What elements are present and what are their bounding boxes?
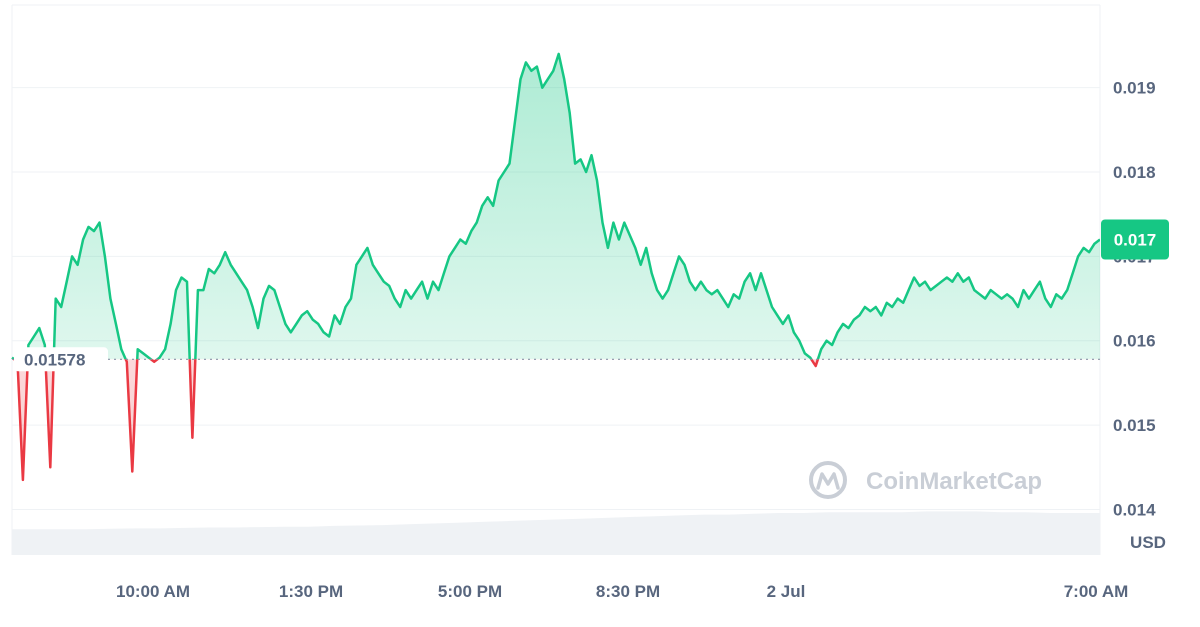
y-tick-label: 0.018 (1113, 163, 1156, 182)
y-tick-label: 0.019 (1113, 79, 1156, 98)
current-price-badge-bg (1101, 219, 1169, 260)
price-line-down (12, 359, 820, 482)
volume-area-path (12, 511, 1100, 555)
y-tick-label: 0.016 (1113, 332, 1156, 351)
x-tick-label: 7:00 AM (1064, 582, 1129, 601)
y-axis: 0.014 0.015 0.016 0.017 0.018 0.019 (1113, 79, 1156, 520)
currency-label: USD (1130, 533, 1166, 552)
current-price-label: 0.017 (1114, 231, 1157, 250)
price-area (11, 52, 1100, 482)
x-tick-label: 2 Jul (767, 582, 806, 601)
reference-label: 0.01578 (24, 350, 85, 369)
y-tick-label: 0.015 (1113, 416, 1156, 435)
x-tick-label: 10:00 AM (116, 582, 190, 601)
x-tick-label: 8:30 PM (596, 582, 660, 601)
area-fill-up (12, 53, 1100, 360)
y-tick-label: 0.014 (1113, 500, 1156, 519)
x-tick-label: 1:30 PM (279, 582, 343, 601)
coinmarketcap-logo-icon (809, 461, 847, 499)
price-line-up (11, 52, 1100, 360)
watermark-text: CoinMarketCap (866, 468, 1042, 495)
watermark: CoinMarketCap (809, 461, 1042, 499)
current-price-badge: 0.017 (1101, 219, 1169, 260)
reference-line: 0.01578 (12, 347, 1100, 372)
volume-area (12, 511, 1100, 555)
x-axis: 10:00 AM 1:30 PM 5:00 PM 8:30 PM 2 Jul 7:00 A… (116, 582, 1128, 601)
reference-label-box (14, 347, 108, 372)
x-tick-label: 5:00 PM (438, 582, 502, 601)
